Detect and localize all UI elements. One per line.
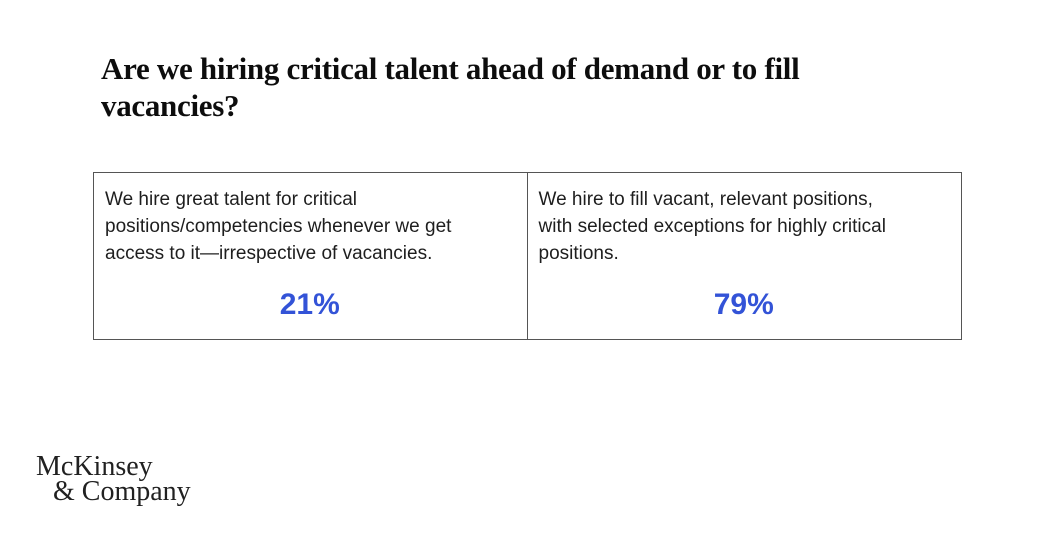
logo-line-2: & Company [53,476,191,507]
table-cell-hire-ahead-of-demand: We hire great talent for critical positi… [94,173,528,339]
cell-description-line: We hire great talent for critical [105,189,358,210]
percentage-value: 79% [713,288,774,321]
percentage-value: 21% [279,288,340,321]
survey-results-table: We hire great talent for critical positi… [93,172,962,340]
page-title: Are we hiring critical talent ahead of d… [101,50,991,124]
cell-description-line: positions. [538,243,619,264]
cell-description-line: access to it—irrespective of vacancies. [105,243,433,264]
cell-description-line: positions/competencies whenever we get [105,216,452,237]
cell-description: We hire great talent for critical positi… [105,186,515,267]
table-cell-hire-to-fill-vacancies: We hire to fill vacant, relevant positio… [528,173,962,339]
cell-description-line: We hire to fill vacant, relevant positio… [538,189,873,210]
mckinsey-company-logo: McKinsey & Company [36,451,191,507]
cell-description-line: with selected exceptions for highly crit… [538,216,886,237]
page-title-line-1: Are we hiring critical talent ahead of d… [101,51,800,86]
page-title-line-2: vacancies? [101,88,240,123]
cell-description: We hire to fill vacant, relevant positio… [539,186,950,267]
logo-line-1: McKinsey [36,451,153,482]
